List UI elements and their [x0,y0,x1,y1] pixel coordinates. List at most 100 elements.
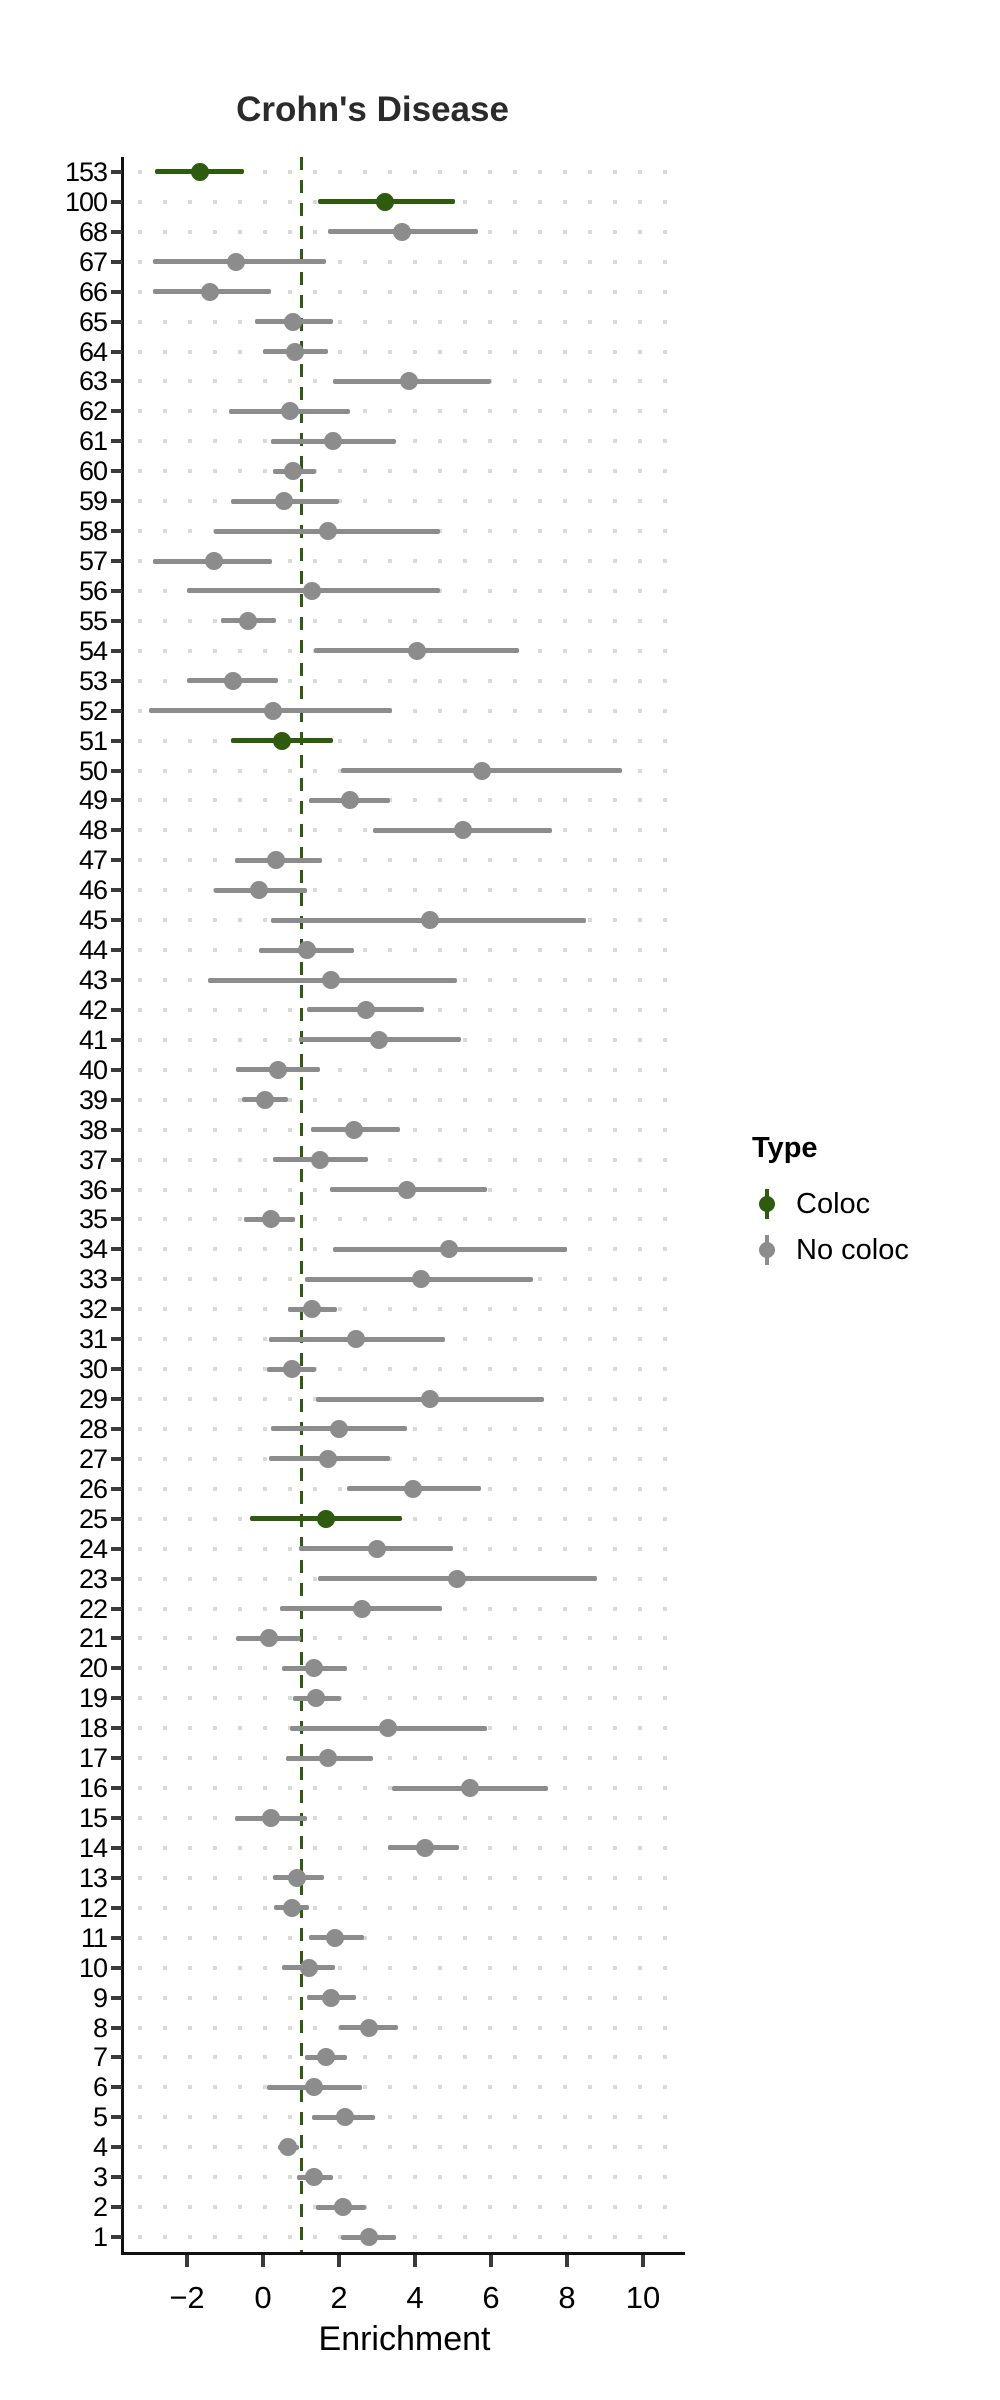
gridline [138,2085,677,2090]
data-point [204,552,223,571]
data-point [269,1060,288,1079]
data-point [341,791,360,810]
data-point [398,1180,417,1199]
data-point [297,941,316,960]
y-tick [111,1666,122,1671]
y-tick-label: 20 [78,1653,108,1684]
y-tick-label: 39 [78,1084,108,1115]
y-tick [111,768,122,773]
data-point [453,821,472,840]
y-tick-label: 31 [78,1324,108,1355]
x-tick-label: 6 [482,2280,500,2315]
y-tick-label: 28 [78,1413,108,1444]
data-point [307,1689,326,1708]
y-tick [111,559,122,564]
y-tick-label: 21 [78,1623,108,1654]
gridline [138,2205,677,2210]
y-tick-label: 60 [78,456,108,487]
y-tick-label: 47 [78,845,108,876]
y-tick-label: 2 [92,2192,108,2223]
y-tick-label: 9 [92,1982,108,2013]
data-point [286,342,305,361]
gridline [138,708,677,713]
y-tick [111,618,122,623]
data-point [345,1120,364,1139]
data-point [333,2198,352,2217]
y-tick-label: 100 [64,186,108,217]
y-tick-label: 51 [78,725,108,756]
x-tick [261,2255,265,2267]
gridline [138,169,677,174]
gridline [138,1067,677,1072]
gridline [138,1666,677,1671]
y-tick-label: 65 [78,306,108,337]
y-tick-label: 42 [78,994,108,1025]
y-tick [111,2085,122,2090]
y-tick [111,2115,122,2120]
gridline [138,469,677,474]
data-point [282,1898,301,1917]
y-tick [111,948,122,953]
y-tick-label: 14 [78,1832,108,1863]
y-tick [111,379,122,384]
data-point [360,2018,379,2037]
y-tick [111,1486,122,1491]
data-point [375,192,394,211]
x-axis-line [121,2252,685,2255]
y-tick [111,1696,122,1701]
y-tick [111,828,122,833]
y-tick-label: 32 [78,1294,108,1325]
y-tick-label: 3 [92,2162,108,2193]
data-point [305,1659,324,1678]
y-tick [111,588,122,593]
data-point [299,1958,318,1977]
data-point [421,1390,440,1409]
y-tick [111,1905,122,1910]
data-point [368,1539,386,1558]
gridline [138,798,677,803]
y-tick-label: 56 [78,575,108,606]
y-tick-label: 67 [78,246,108,277]
y-tick-label: 23 [78,1563,108,1594]
y-tick-label: 36 [78,1174,108,1205]
gridline [138,2025,677,2030]
gridline [138,1875,677,1880]
y-tick-label: 64 [78,336,108,367]
data-point [324,432,343,451]
data-point [305,2078,324,2097]
gridline [138,1097,677,1102]
data-point [255,1090,274,1109]
data-point [318,522,337,541]
y-tick [111,2205,122,2210]
y-tick-label: 6 [92,2072,108,2103]
data-point [261,1210,280,1229]
legend-item: No coloc [752,1227,982,1273]
data-point [440,1240,459,1259]
y-tick [111,1067,122,1072]
y-tick [111,529,122,534]
y-tick-label: 7 [92,2042,108,2073]
y-tick-label: 16 [78,1773,108,1804]
data-point [280,402,299,421]
data-point [360,2228,379,2247]
gridline [138,2175,677,2180]
y-tick [111,1576,122,1581]
gridline [138,349,677,354]
y-tick [111,1397,122,1402]
y-tick-label: 27 [78,1443,108,1474]
gridline [138,1367,677,1372]
y-tick [111,199,122,204]
gridline [138,2235,677,2240]
data-point [461,1779,480,1798]
gridline [138,1217,677,1222]
y-tick-label: 30 [78,1354,108,1385]
y-tick-label: 25 [78,1503,108,1534]
y-tick [111,319,122,324]
gridline [138,1756,677,1761]
y-tick-label: 62 [78,396,108,427]
data-point [316,1509,335,1528]
y-tick [111,349,122,354]
y-tick [111,1127,122,1132]
gridline [138,858,677,863]
data-point [330,1419,348,1438]
